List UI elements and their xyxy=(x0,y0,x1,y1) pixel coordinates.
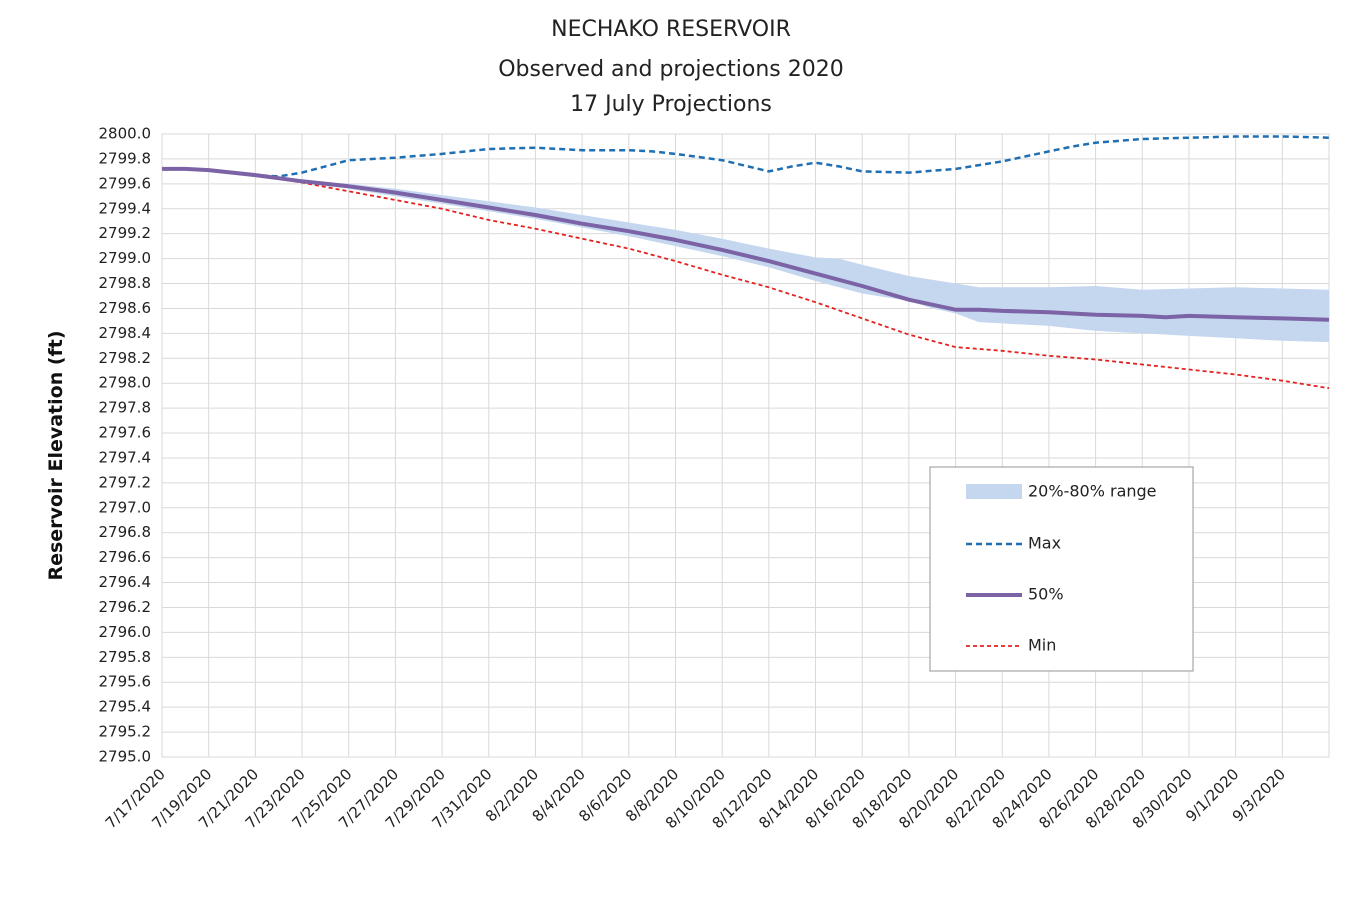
y-tick-label: 2797.0 xyxy=(99,498,152,516)
y-tick-label: 2796.8 xyxy=(99,523,152,541)
y-tick-label: 2795.8 xyxy=(99,648,152,666)
legend-label-50-percent: 50% xyxy=(1028,585,1064,604)
y-tick-label: 2798.4 xyxy=(99,324,152,342)
legend-box xyxy=(929,466,1194,672)
y-tick-label: 2799.0 xyxy=(99,249,152,267)
legend-label-max: Max xyxy=(1028,534,1061,553)
y-tick-label: 2800.0 xyxy=(99,125,152,143)
legend-label-min: Min xyxy=(1028,636,1056,655)
y-tick-label: 2798.0 xyxy=(99,374,152,392)
plot-area-frame xyxy=(161,133,1330,758)
y-tick-label: 2796.0 xyxy=(99,623,152,641)
y-tick-label: 2797.2 xyxy=(99,473,152,491)
y-axis-label: Reservoir Elevation (ft) xyxy=(45,330,67,580)
y-tick-label: 2796.4 xyxy=(99,573,152,591)
y-tick-label: 2796.2 xyxy=(99,598,152,616)
y-tick-label: 2798.6 xyxy=(99,299,152,317)
y-tick-label: 2798.8 xyxy=(99,274,152,292)
legend-label-20-80-range: 20%-80% range xyxy=(1028,482,1157,501)
y-tick-label: 2799.6 xyxy=(99,174,152,192)
gridlines xyxy=(161,133,1329,758)
y-tick-label: 2798.2 xyxy=(99,349,152,367)
y-tick-label: 2797.4 xyxy=(99,448,152,466)
y-axis-ticks: 2795.0 2795.2 2795.4 2795.6 2795.8 2796.0 2796… xyxy=(99,125,152,766)
y-tick-label: 2795.4 xyxy=(99,698,152,716)
y-tick-label: 2795.6 xyxy=(99,673,152,691)
x-axis-ticks: 7/17/20207/19/20207/21/20207/23/20207/25… xyxy=(102,765,1289,832)
series-line-max xyxy=(162,135,1330,178)
chart-title-line-1: NECHAKO RESERVOIR xyxy=(551,17,791,42)
y-tick-label: 2799.2 xyxy=(99,224,152,242)
y-tick-label: 2795.2 xyxy=(99,723,152,741)
y-tick-label: 2797.8 xyxy=(99,399,152,417)
y-tick-label: 2796.6 xyxy=(99,548,152,566)
y-tick-label: 2797.6 xyxy=(99,424,152,442)
y-tick-label: 2799.8 xyxy=(99,149,152,167)
series-line-50-percent xyxy=(162,166,1330,322)
series-layer xyxy=(162,135,1330,390)
legend-swatch-20-80-range xyxy=(966,484,1022,499)
chart-title-line-3: 17 July Projections xyxy=(570,92,772,117)
y-tick-label: 2795.0 xyxy=(99,748,152,766)
legend: 20%-80% range Max 50% Min xyxy=(929,466,1194,672)
chart-title: NECHAKO RESERVOIR Observed and projectio… xyxy=(498,17,844,117)
chart-title-line-2: Observed and projections 2020 xyxy=(498,57,844,82)
series-line-min xyxy=(162,167,1330,390)
y-tick-label: 2799.4 xyxy=(99,199,152,217)
